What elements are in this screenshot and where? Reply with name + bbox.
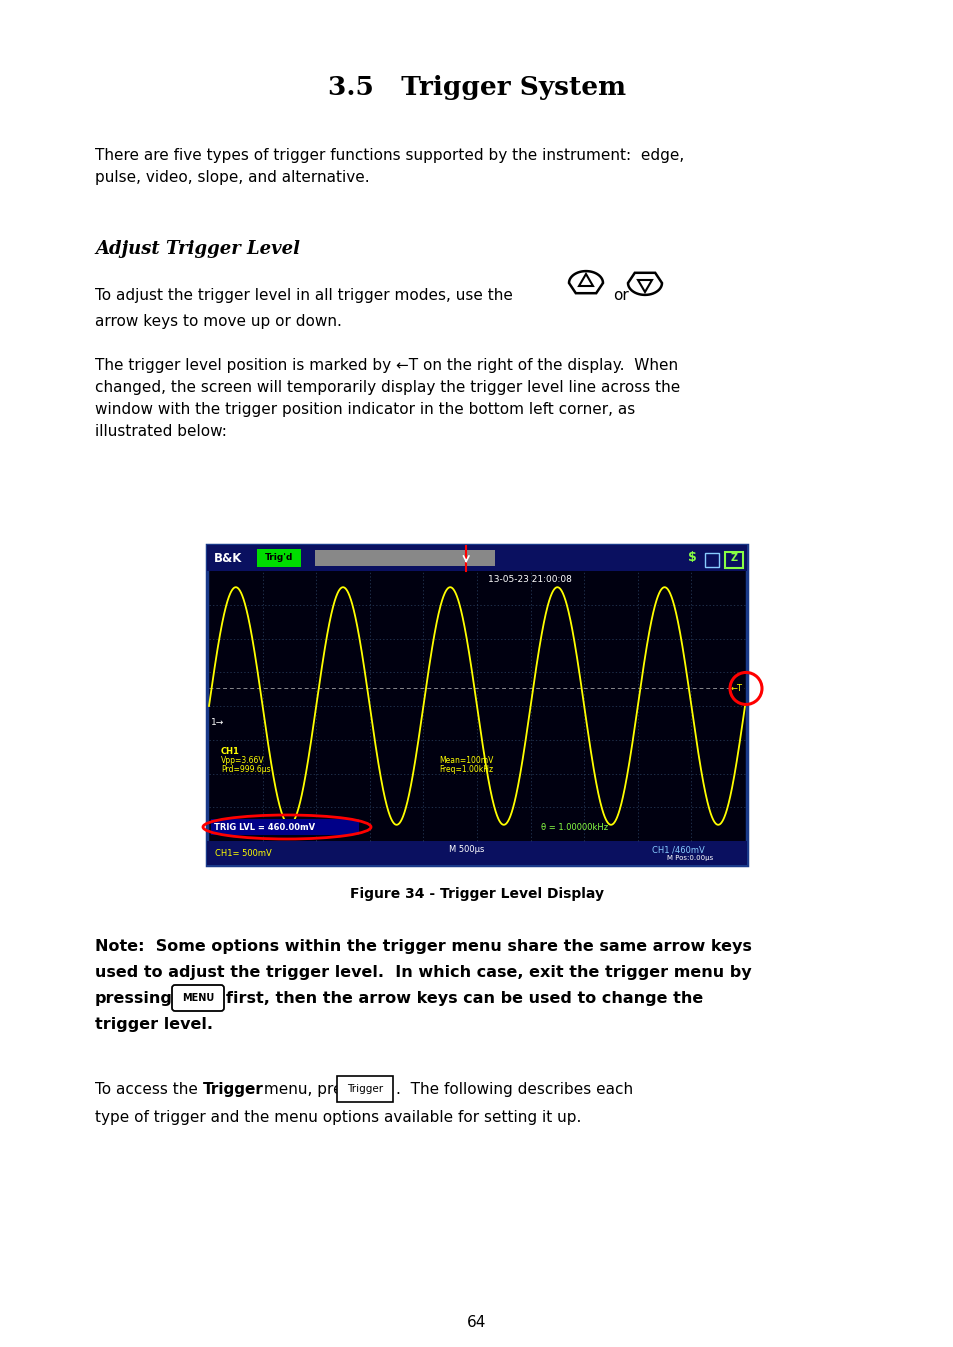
Text: Adjust Trigger Level: Adjust Trigger Level [95, 240, 299, 259]
Text: $: $ [687, 551, 696, 564]
Text: There are five types of trigger functions supported by the instrument:  edge,: There are five types of trigger function… [95, 148, 683, 163]
Text: Z: Z [730, 554, 737, 563]
Text: Trigger: Trigger [347, 1084, 383, 1094]
Bar [724, 552, 742, 568]
Text: menu, press: menu, press [258, 1082, 358, 1096]
Text: 3.5   Trigger System: 3.5 Trigger System [328, 75, 625, 101]
Text: 1→: 1→ [211, 718, 224, 726]
Text: or: or [613, 288, 628, 303]
Text: ←T: ←T [730, 684, 742, 692]
Text: illustrated below:: illustrated below: [95, 424, 227, 439]
Text: used to adjust the trigger level.  In which case, exit the trigger menu by: used to adjust the trigger level. In whi… [95, 964, 751, 981]
Text: CH1: CH1 [221, 746, 239, 756]
Text: CH1= 500mV: CH1= 500mV [214, 849, 272, 858]
Text: Mean=100mV: Mean=100mV [439, 756, 494, 765]
Text: Trigger: Trigger [203, 1082, 264, 1096]
Text: Vpp=3.66V: Vpp=3.66V [221, 756, 264, 765]
Text: Freq=1.00kHz: Freq=1.00kHz [439, 765, 493, 775]
Text: first, then the arrow keys can be used to change the: first, then the arrow keys can be used t… [226, 991, 702, 1006]
Text: To access the: To access the [95, 1082, 203, 1096]
Text: CH1 /460mV: CH1 /460mV [651, 846, 704, 854]
Text: 13-05-23 21:00:08: 13-05-23 21:00:08 [487, 575, 571, 583]
Bar [211, 819, 358, 835]
Text: The trigger level position is marked by ←T on the right of the display.  When: The trigger level position is marked by … [95, 358, 678, 373]
Text: arrow keys to move up or down.: arrow keys to move up or down. [95, 314, 341, 329]
Bar [314, 550, 495, 566]
Bar [704, 554, 719, 567]
Text: window with the trigger position indicator in the bottom left corner, as: window with the trigger position indicat… [95, 401, 635, 418]
Text: Trig'd: Trig'd [265, 554, 293, 563]
Text: pressing: pressing [95, 991, 172, 1006]
Text: MENU: MENU [182, 993, 213, 1004]
Text: Figure 34 - Trigger Level Display: Figure 34 - Trigger Level Display [350, 888, 603, 901]
Text: trigger level.: trigger level. [95, 1017, 213, 1032]
Text: .  The following describes each: . The following describes each [395, 1082, 633, 1096]
Text: pulse, video, slope, and alternative.: pulse, video, slope, and alternative. [95, 170, 369, 185]
Bar [207, 841, 746, 865]
Text: M 500μs: M 500μs [448, 846, 483, 854]
FancyBboxPatch shape [336, 1076, 393, 1102]
Text: M Pos:0.00μs: M Pos:0.00μs [666, 855, 713, 861]
Text: To adjust the trigger level in all trigger modes, use the: To adjust the trigger level in all trigg… [95, 288, 513, 303]
Bar [207, 546, 746, 865]
Bar [256, 550, 301, 567]
Text: Prd=999.6μs: Prd=999.6μs [221, 765, 271, 775]
Text: B&K: B&K [213, 551, 242, 564]
Text: Note:  Some options within the trigger menu share the same arrow keys: Note: Some options within the trigger me… [95, 939, 751, 954]
Bar [207, 546, 746, 571]
Text: type of trigger and the menu options available for setting it up.: type of trigger and the menu options ava… [95, 1110, 580, 1125]
FancyBboxPatch shape [172, 985, 224, 1012]
Text: θ = 1.00000kHz: θ = 1.00000kHz [540, 823, 608, 831]
Text: TRIG LVL = 460.00mV: TRIG LVL = 460.00mV [213, 823, 314, 831]
Text: 64: 64 [467, 1315, 486, 1329]
Text: changed, the screen will temporarily display the trigger level line across the: changed, the screen will temporarily dis… [95, 380, 679, 395]
